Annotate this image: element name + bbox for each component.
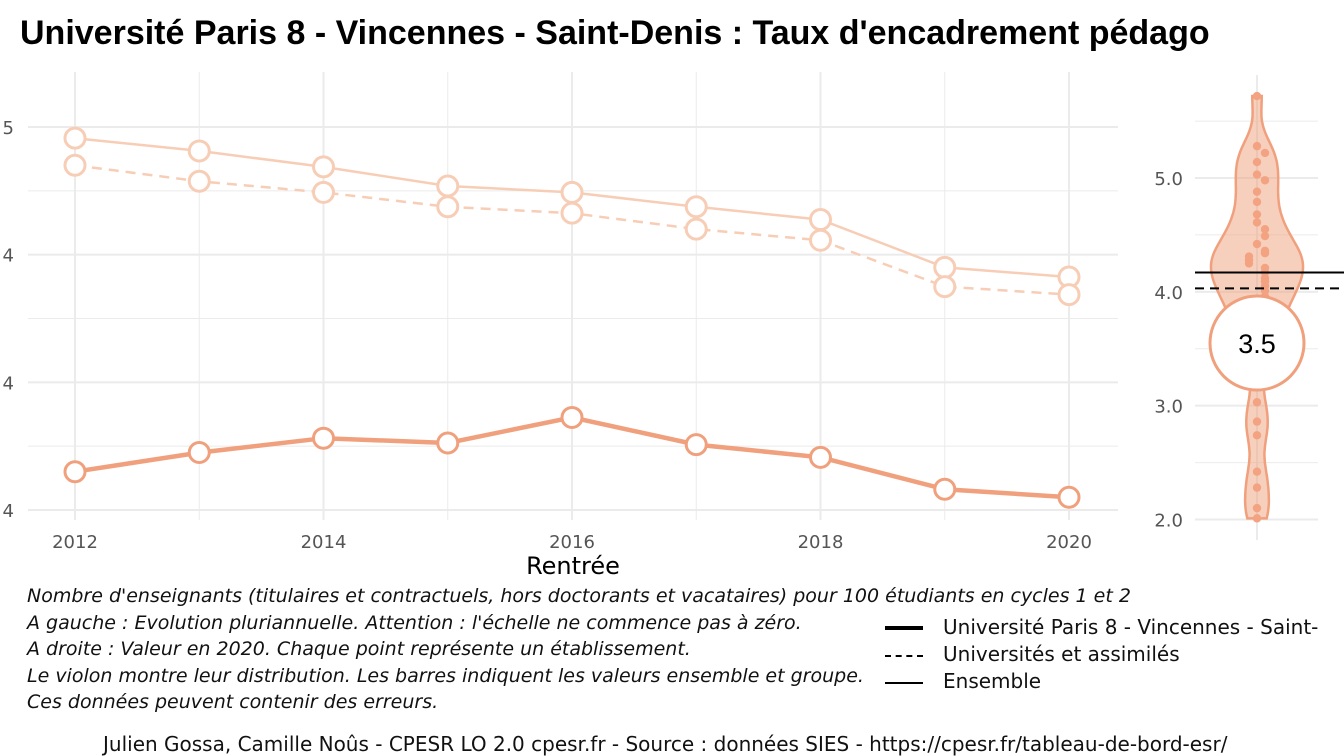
x-tick-label: 2018 [798, 532, 844, 553]
y-tick-label: 4 [3, 501, 14, 522]
series-2-point [809, 445, 832, 469]
series-0-point [684, 195, 708, 219]
series-0-point [63, 126, 87, 150]
legend-label: Ensemble [943, 669, 1042, 693]
note-line: Nombre d'enseignants (titulaires et cont… [27, 585, 1131, 607]
chart-title: Université Paris 8 - Vincennes - Saint-D… [20, 14, 1210, 52]
y-tick-label: 2.0 [1154, 511, 1183, 532]
violin-point [1252, 218, 1262, 227]
x-tick-label: 2016 [549, 532, 595, 553]
y-tick-label: 5.0 [1154, 169, 1183, 190]
violin-points [1244, 91, 1270, 523]
highlight-bubble [1208, 294, 1306, 392]
x-tick-label: 2020 [1046, 532, 1092, 553]
y-tick-label: 3.0 [1154, 397, 1183, 418]
x-tick-label: 2014 [301, 532, 347, 553]
violin-point [1252, 170, 1262, 179]
series-2-point [560, 405, 584, 429]
x-axis-title: Rentrée [526, 552, 620, 580]
series-0-point [809, 208, 832, 232]
note-line: A droite : Valeur en 2020. Chaque point … [27, 638, 691, 660]
y-tick-label: 4 [3, 373, 14, 394]
series-1-point [809, 228, 832, 252]
series-2-point [63, 460, 87, 484]
y-tick-label: 5 [3, 118, 14, 139]
legend-key-solid-bold [885, 626, 923, 630]
series-2-point [1057, 485, 1081, 509]
series-1-point [312, 180, 335, 204]
violin-point [1252, 417, 1262, 426]
legend-label: Universités et assimilés [943, 642, 1180, 666]
violin-point [1252, 197, 1262, 207]
violin-point [1260, 231, 1270, 241]
series-0-point [436, 174, 460, 198]
legend-key-dashed [885, 655, 923, 657]
violin-point [1260, 225, 1270, 234]
series-1-point [684, 217, 708, 241]
chart-area: 2012 2014 2016 2018 2020 5 4 4 4 Rentrée 5.0 4.0 3… [3, 72, 1344, 580]
series-1-point [1057, 283, 1081, 307]
violin-point [1252, 431, 1262, 440]
series-2-point [436, 431, 460, 455]
highlight-value: 3.5 [1238, 329, 1276, 359]
violin-point [1252, 483, 1262, 492]
series-1-point [560, 201, 584, 225]
series-2-point [187, 441, 211, 465]
violin-point [1252, 503, 1262, 513]
x-tick-label: 2012 [52, 532, 98, 553]
note-line: Ces données peuvent contenir des erreurs… [27, 691, 439, 713]
chart-notes: Nombre d'enseignants (titulaires et cont… [27, 583, 1131, 716]
series-2-point [933, 477, 957, 501]
series-1-point [187, 169, 211, 193]
violin-point [1260, 148, 1270, 158]
series-1-point [436, 195, 460, 219]
violin-point [1260, 248, 1270, 258]
right-tick-labels: 5.0 4.0 3.0 2.0 [1154, 169, 1183, 532]
violin-point [1252, 467, 1262, 476]
violin-point [1252, 514, 1262, 523]
left-tick-labels: 2012 2014 2016 2018 2020 5 4 4 4 [3, 118, 1092, 553]
violin-point [1252, 239, 1262, 249]
series-0-point [933, 255, 957, 279]
violin-point [1252, 141, 1262, 151]
series-0-point [187, 139, 211, 163]
y-tick-label: 4 [3, 246, 14, 267]
legend-key-solid [885, 682, 923, 684]
series-2-point [312, 426, 335, 450]
violin-point [1252, 187, 1262, 196]
violin-point [1252, 157, 1262, 167]
y-tick-label: 4.0 [1154, 283, 1183, 304]
source-caption: Julien Gossa, Camille Noûs - CPESR LO 2.… [103, 732, 1228, 756]
note-line: Le violon montre leur distribution. Les … [27, 664, 864, 687]
note-line: A gauche : Evolution pluriannuelle. Atte… [27, 611, 802, 634]
violin-point [1244, 259, 1254, 268]
violin-point [1260, 176, 1270, 185]
series-1-point [933, 275, 957, 299]
reference-lines [1195, 271, 1344, 290]
violin-point [1252, 398, 1262, 407]
left-series-points [63, 126, 1081, 509]
series-1-point [63, 153, 87, 177]
series-0-point [312, 155, 335, 179]
series-2-point [684, 433, 708, 457]
series-0-point [560, 180, 584, 204]
violin-point [1252, 91, 1262, 101]
violin-point [1252, 210, 1262, 219]
legend-label: Université Paris 8 - Vincennes - Saint- [943, 615, 1319, 639]
